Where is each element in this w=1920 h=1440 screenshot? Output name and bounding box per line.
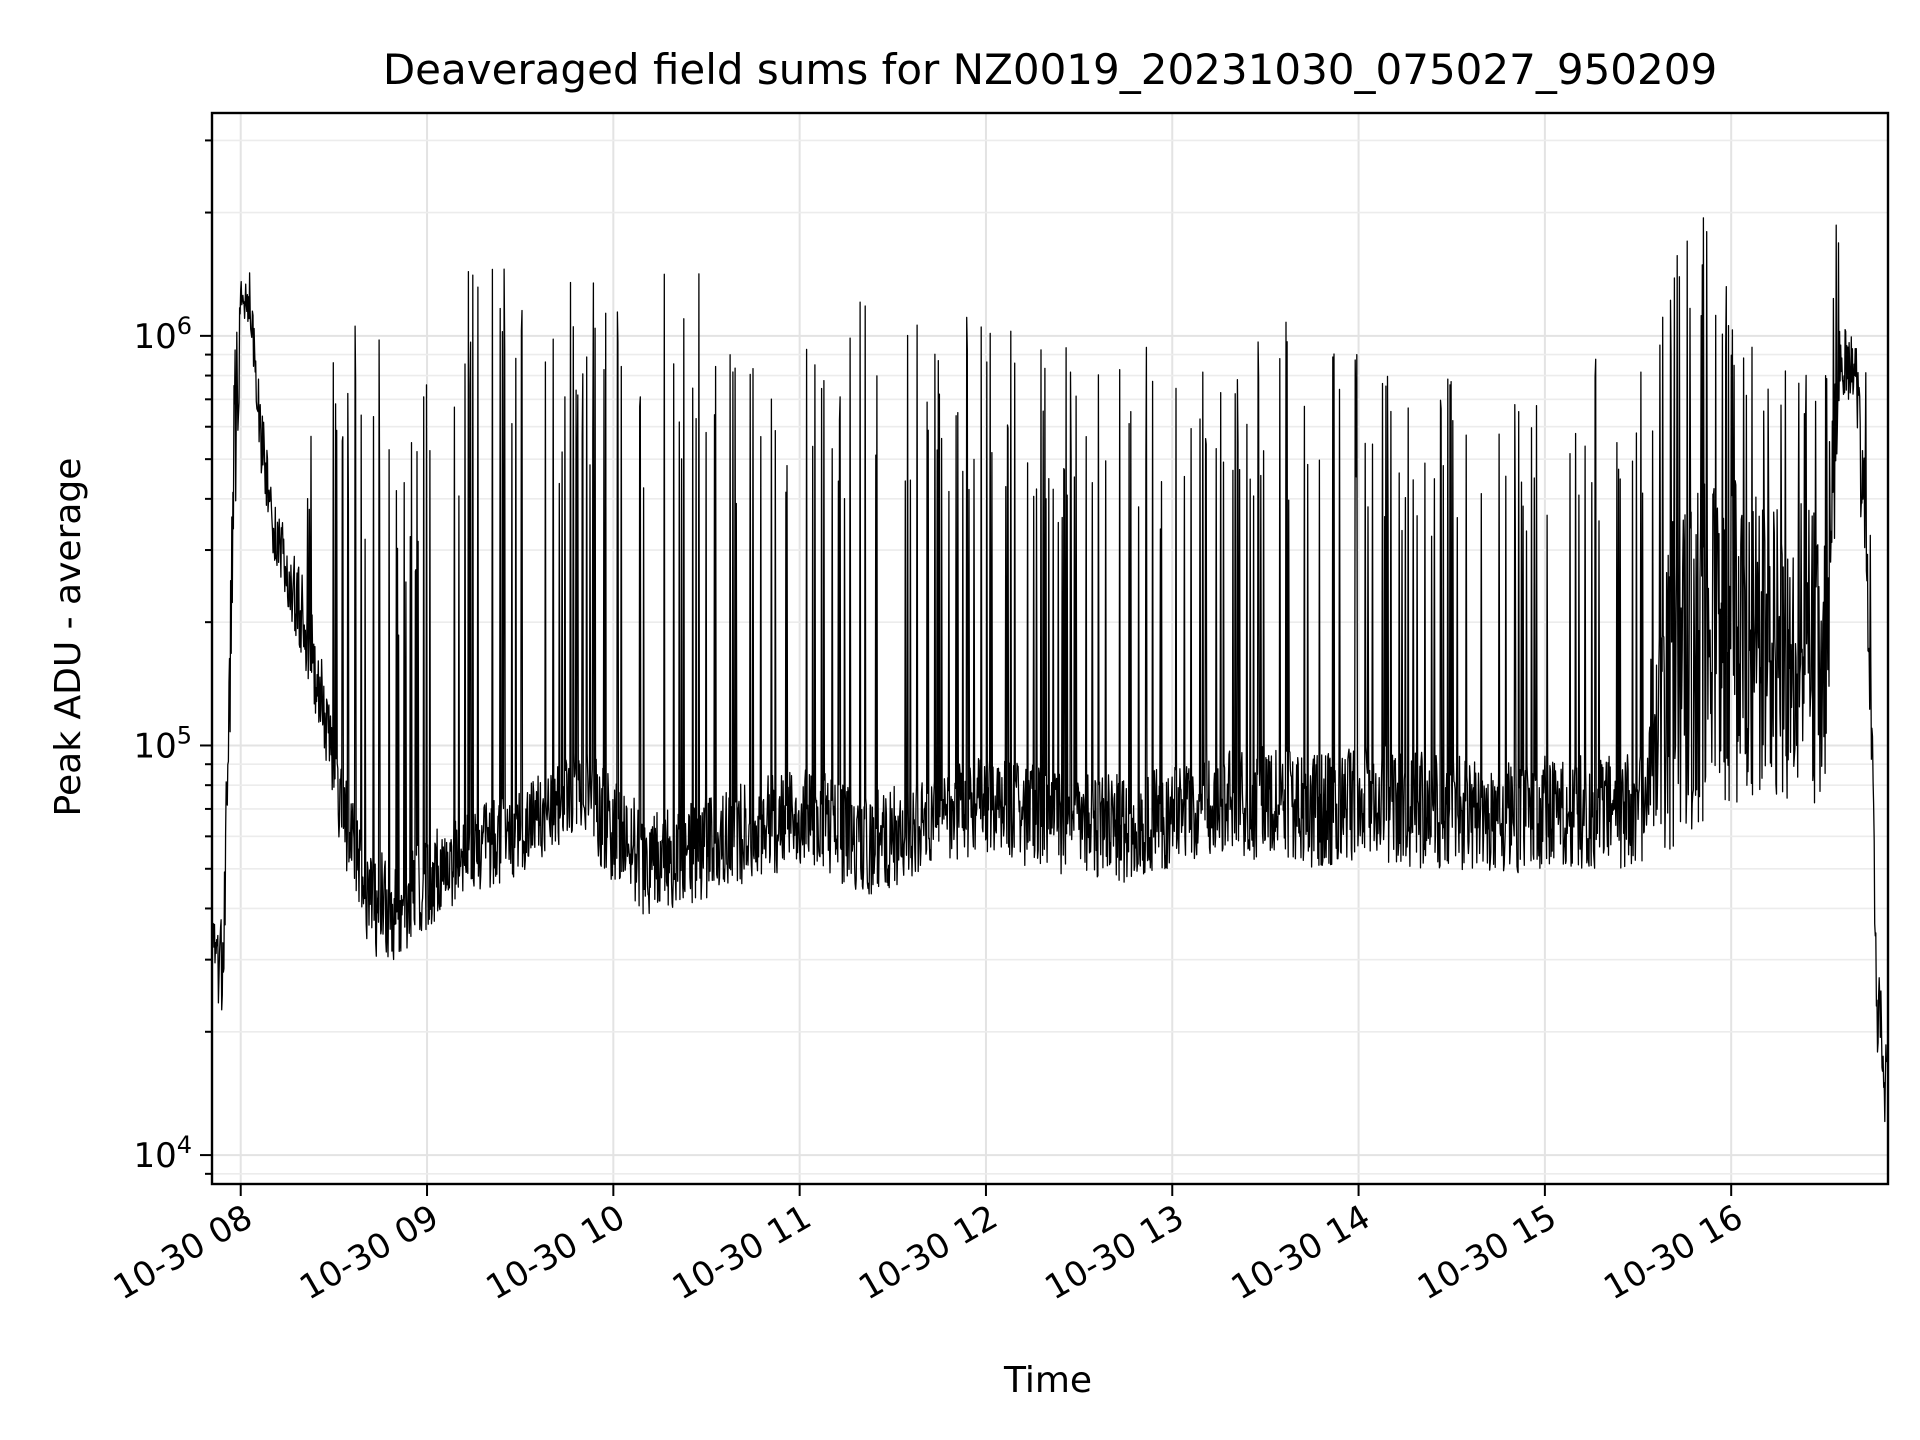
chart-title: Deaveraged field sums for NZ0019_2023103…	[383, 45, 1717, 94]
y-tick-label: 106	[133, 312, 192, 357]
series-layer	[212, 217, 1888, 1123]
y-axis-label: Peak ADU - average	[48, 458, 89, 817]
plot-frame	[210, 111, 1890, 1186]
series-line	[212, 217, 1888, 1123]
grid-lines	[212, 113, 1888, 1184]
y-axis-ticks: 104 105 106	[133, 139, 212, 1176]
x-axis-label: Time	[1003, 1360, 1092, 1401]
y-tick-label: 105	[133, 721, 192, 766]
y-tick-label: 104	[133, 1131, 192, 1176]
